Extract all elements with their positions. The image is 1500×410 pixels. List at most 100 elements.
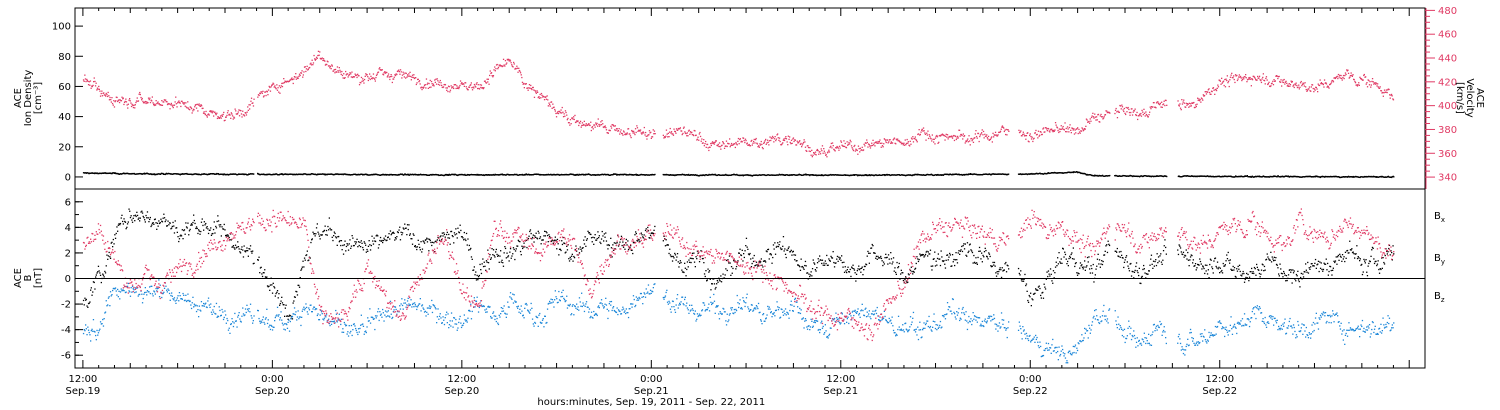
velocity-series-point: [1146, 114, 1148, 117]
velocity-series-point: [94, 80, 96, 83]
velocity-series-point: [719, 146, 721, 148]
bx-series-point: [419, 249, 421, 251]
velocity-series-point: [470, 84, 472, 86]
velocity-series-point: [1296, 84, 1298, 87]
velocity-series-point: [802, 143, 804, 145]
velocity-series-point: [1277, 77, 1279, 80]
velocity-series-point: [1143, 108, 1145, 110]
velocity-series-point: [123, 103, 125, 106]
velocity-series-point: [115, 100, 117, 102]
velocity-series-point: [911, 138, 913, 140]
velocity-series-point: [559, 112, 561, 114]
bx-series-point: [285, 304, 287, 306]
velocity-series-point: [1090, 116, 1093, 119]
velocity-series-point: [1022, 133, 1024, 136]
bx-series-point: [472, 269, 474, 271]
bx-series-point: [403, 228, 405, 230]
velocity-series-point: [945, 135, 947, 137]
velocity-series-point: [818, 153, 820, 155]
velocity-series-point: [887, 142, 889, 144]
velocity-series-point: [1079, 132, 1081, 134]
velocity-series-point: [856, 149, 858, 152]
velocity-series-point: [1316, 88, 1318, 90]
velocity-series-point: [418, 80, 421, 82]
velocity-series-point: [1347, 72, 1350, 74]
velocity-series-point: [543, 96, 545, 98]
velocity-series-point: [530, 84, 532, 87]
velocity-series-point: [864, 145, 866, 147]
bx-series-point: [205, 227, 208, 229]
velocity-series-point: [826, 156, 828, 158]
velocity-series-point: [816, 149, 818, 151]
bx-series-point: [88, 302, 90, 304]
bx-series-point: [496, 253, 498, 256]
bx-series-point: [178, 238, 181, 240]
velocity-series-point: [1078, 128, 1080, 131]
velocity-series-point: [629, 133, 631, 135]
velocity-series-point: [714, 141, 716, 143]
velocity-series-point: [1122, 109, 1124, 111]
bx-series-point: [361, 242, 363, 244]
bx-series-point: [482, 258, 484, 260]
bx-series-point: [89, 301, 91, 303]
velocity-series-point: [412, 76, 414, 79]
velocity-series-point: [1150, 108, 1152, 110]
velocity-series: [82, 50, 1395, 158]
velocity-series-point: [374, 80, 376, 82]
velocity-series-point: [480, 86, 482, 89]
bx-series-point: [142, 215, 144, 218]
velocity-series-point: [370, 75, 372, 77]
velocity-series-point: [832, 145, 834, 147]
velocity-series-point: [617, 130, 620, 132]
velocity-series-point: [270, 86, 272, 88]
velocity-series-point: [1376, 85, 1378, 87]
velocity-series-point: [727, 143, 729, 145]
velocity-series-point: [623, 131, 625, 133]
bx-series-point: [499, 255, 501, 257]
velocity-series-point: [897, 138, 899, 140]
bx-series-point: [457, 227, 459, 229]
velocity-series-point: [921, 128, 923, 130]
ion-density-series-point: [222, 174, 224, 176]
ion-density-series-point: [969, 173, 971, 175]
velocity-series-point: [276, 89, 279, 91]
bx-series-point: [487, 262, 490, 264]
velocity-series-point: [666, 133, 668, 135]
velocity-series-point: [879, 139, 881, 141]
velocity-series-point: [981, 129, 983, 131]
bx-series-point: [96, 272, 98, 274]
velocity-series-point: [238, 115, 241, 117]
velocity-series-point: [836, 145, 838, 148]
velocity-series-point: [113, 106, 116, 108]
bx-series-point: [112, 246, 114, 248]
velocity-series-point: [391, 75, 393, 78]
bx-series-point: [513, 248, 515, 251]
ion-density-series-point: [783, 174, 785, 176]
bx-series-point: [371, 235, 373, 237]
velocity-series-point: [636, 125, 638, 127]
velocity-series-point: [407, 75, 409, 77]
velocity-series-point: [1023, 135, 1026, 137]
velocity-series-point: [1135, 114, 1137, 117]
velocity-series-point: [707, 147, 709, 149]
bx-series-point: [447, 237, 449, 239]
velocity-series-point: [1187, 103, 1189, 105]
bx-series-point: [223, 223, 225, 226]
velocity-series-point: [1052, 131, 1054, 133]
velocity-series-point: [1257, 77, 1259, 79]
velocity-series-point: [1056, 126, 1058, 128]
velocity-series-point: [359, 81, 361, 84]
velocity-series-point: [1230, 74, 1232, 76]
velocity-series-point: [117, 99, 119, 102]
velocity-series-point: [428, 82, 430, 85]
velocity-series-point: [878, 141, 880, 143]
ion-density-series-point: [257, 172, 259, 175]
velocity-series-point: [163, 101, 165, 103]
bx-series-point: [483, 261, 485, 263]
bx-series-point: [155, 222, 157, 224]
velocity-series-point: [543, 99, 546, 101]
velocity-series-point: [108, 99, 111, 101]
bx-series-point: [514, 258, 516, 261]
bx-series-point: [536, 237, 538, 239]
velocity-series-point: [651, 136, 654, 138]
